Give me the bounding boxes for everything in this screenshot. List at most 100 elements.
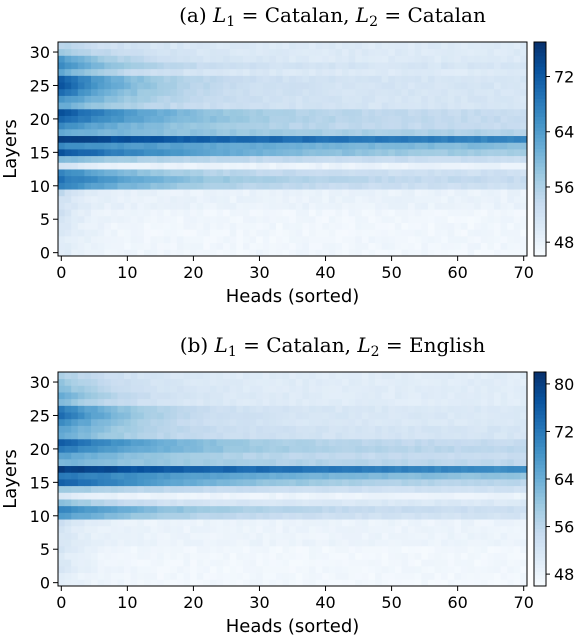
heatmap-cell xyxy=(335,532,343,540)
heatmap-cell xyxy=(289,108,297,116)
heatmap-cell xyxy=(256,545,264,553)
heatmap-cell xyxy=(460,372,468,380)
heatmap-cell xyxy=(342,209,350,217)
y-tick-label: 0 xyxy=(40,244,50,263)
heatmap-cell xyxy=(176,405,184,413)
heatmap-cell xyxy=(170,155,178,163)
heatmap-cell xyxy=(493,182,501,190)
heatmap-cell xyxy=(183,545,191,553)
heatmap-cell xyxy=(196,378,204,386)
heatmap-cell xyxy=(190,378,198,386)
heatmap-cell xyxy=(493,42,501,50)
heatmap-cell xyxy=(315,48,323,56)
heatmap-cell xyxy=(467,68,475,76)
heatmap-cell xyxy=(249,189,257,197)
heatmap-cell xyxy=(242,452,250,460)
heatmap-cell xyxy=(176,512,184,520)
heatmap-cell xyxy=(394,128,402,137)
heatmap-cell xyxy=(408,249,416,257)
heatmap-cell xyxy=(176,479,184,487)
heatmap-cell xyxy=(289,169,297,177)
heatmap-cell xyxy=(460,235,468,244)
heatmap-cell xyxy=(289,512,297,520)
heatmap-cell xyxy=(520,405,528,413)
heatmap-cell xyxy=(209,552,217,560)
heatmap-cell xyxy=(242,392,250,400)
heatmap-cell xyxy=(381,155,389,163)
heatmap-cell xyxy=(176,128,184,137)
heatmap-cell xyxy=(71,452,79,460)
heatmap-cell xyxy=(355,412,363,420)
heatmap-cell xyxy=(282,155,290,163)
heatmap-cell xyxy=(196,385,204,393)
heatmap-cell xyxy=(110,505,118,513)
heatmap-cell xyxy=(77,108,85,116)
heatmap-cell xyxy=(381,579,389,587)
heatmap-cell xyxy=(474,162,482,170)
heatmap-cell xyxy=(256,552,264,560)
heatmap-cell xyxy=(361,108,369,116)
heatmap-cell xyxy=(460,438,468,446)
heatmap-cell xyxy=(361,505,369,513)
heatmap-cell xyxy=(256,189,264,197)
heatmap-cell xyxy=(269,209,277,217)
heatmap-cell xyxy=(282,82,290,90)
heatmap-cell xyxy=(408,162,416,170)
heatmap-cell xyxy=(474,559,482,567)
heatmap-cell xyxy=(421,189,429,197)
heatmap-cell xyxy=(467,142,475,150)
heatmap-cell xyxy=(381,572,389,580)
heatmap-cell xyxy=(427,438,435,446)
heatmap-cell xyxy=(64,432,72,440)
colorbar-segment xyxy=(534,234,546,239)
heatmap-cell xyxy=(460,472,468,480)
heatmap-cell xyxy=(427,492,435,500)
heatmap-cell xyxy=(64,229,72,237)
heatmap-cell xyxy=(474,499,482,507)
heatmap-cell xyxy=(71,438,79,446)
heatmap-cell xyxy=(157,182,165,190)
heatmap-cell xyxy=(355,385,363,393)
heatmap-cell xyxy=(328,215,336,223)
heatmap-cell xyxy=(170,398,178,406)
heatmap-cell xyxy=(209,249,217,257)
heatmap-cell xyxy=(58,432,66,440)
heatmap-cell xyxy=(275,378,283,386)
heatmap-cell xyxy=(315,189,323,197)
heatmap-cell xyxy=(143,412,151,420)
heatmap-cell xyxy=(249,229,257,237)
heatmap-cell xyxy=(117,432,125,440)
heatmap-cell xyxy=(454,392,462,400)
heatmap-cell xyxy=(500,68,508,76)
heatmap-cell xyxy=(262,195,270,203)
heatmap-cell xyxy=(474,492,482,500)
heatmap-cell xyxy=(124,182,132,190)
colorbar-segment xyxy=(534,500,546,505)
colorbar-segment xyxy=(534,489,546,494)
heatmap-cell xyxy=(348,445,356,453)
heatmap-cell xyxy=(58,532,66,540)
heatmap-cell xyxy=(64,545,72,553)
heatmap-cell xyxy=(493,385,501,393)
heatmap-cell xyxy=(454,62,462,70)
heatmap-cell xyxy=(77,398,85,406)
heatmap-cell xyxy=(203,155,211,163)
heatmap-cell xyxy=(262,378,270,386)
heatmap-cell xyxy=(229,385,237,393)
heatmap-cell xyxy=(401,432,409,440)
heatmap-cell xyxy=(157,392,165,400)
heatmap-cell xyxy=(480,539,488,547)
heatmap-cell xyxy=(163,372,171,380)
heatmap-cell xyxy=(84,499,92,507)
heatmap-cell xyxy=(256,472,264,480)
heatmap-cell xyxy=(269,458,277,467)
heatmap-cell xyxy=(269,512,277,520)
heatmap-cell xyxy=(480,195,488,203)
heatmap-cell xyxy=(229,525,237,533)
heatmap-cell xyxy=(507,492,515,500)
heatmap-cell xyxy=(282,42,290,50)
heatmap-cell xyxy=(269,539,277,547)
heatmap-cell xyxy=(315,525,323,533)
heatmap-cell xyxy=(434,142,442,150)
heatmap-cell xyxy=(408,499,416,507)
